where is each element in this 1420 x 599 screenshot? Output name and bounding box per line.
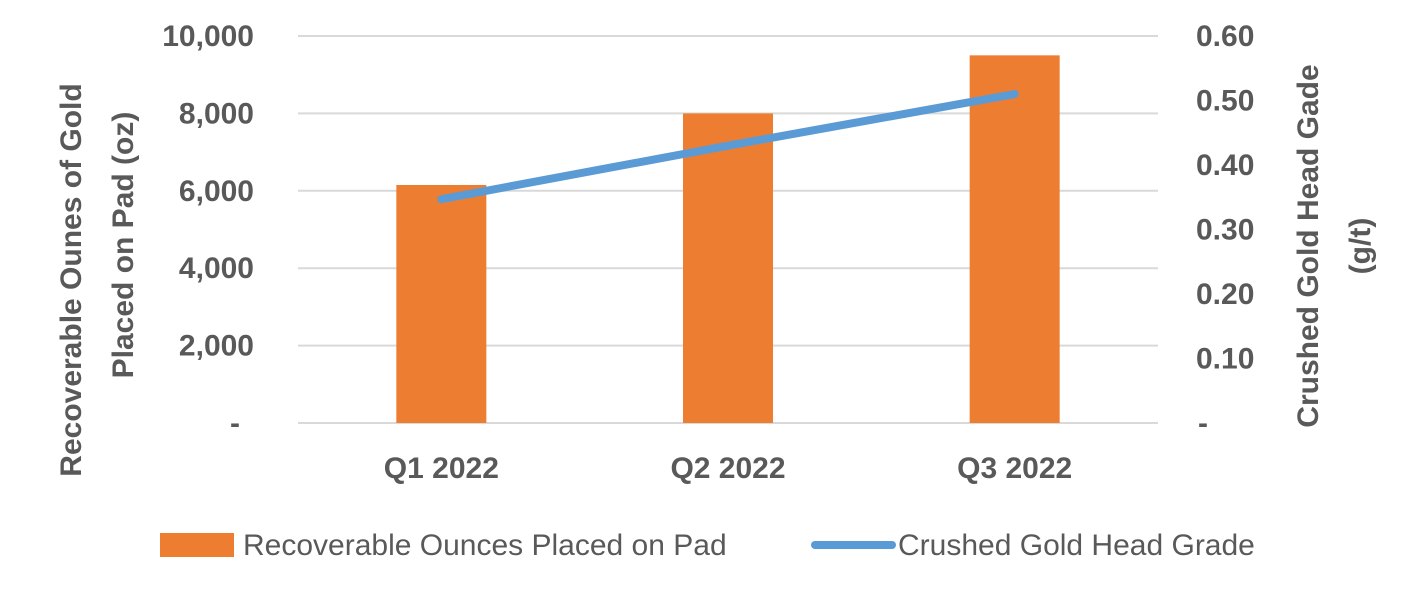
x-axis-ticks: Q1 2022 Q2 2022 Q3 2022 [384,452,1072,485]
x-tick-label: Q3 2022 [957,452,1072,485]
right-tick-label: - [1198,407,1208,440]
line-point [1014,93,1016,95]
left-axis-title-line-2: Placed on Pad (oz) [107,112,140,379]
legend: Recoverable Ounces Placed on Pad Crushed… [160,529,1255,562]
right-tick-label: 0.30 [1196,214,1254,247]
legend-label-line: Crushed Gold Head Grade [898,529,1255,562]
left-tick-label: - [230,407,240,440]
right-axis-ticks: - 0.10 0.20 0.30 0.40 0.50 0.60 [1196,20,1254,440]
right-tick-label: 0.60 [1196,20,1254,53]
right-tick-label: 0.10 [1196,343,1254,376]
legend-swatch-bar [160,533,234,557]
right-axis-title: Crushed Gold Head Gade [1292,64,1325,427]
right-tick-label: 0.50 [1196,85,1254,118]
x-tick-label: Q2 2022 [670,452,785,485]
right-axis-title-line-2: (g/t) [1344,218,1377,275]
legend-label-bar: Recoverable Ounces Placed on Pad [243,529,727,562]
bar [396,184,487,423]
right-tick-label: 0.40 [1196,149,1254,182]
line-point [727,145,729,147]
left-axis-title: Recoverable Ounes of Gold [55,83,88,476]
left-tick-label: 10,000 [162,20,254,53]
left-tick-label: 4,000 [179,252,254,285]
left-tick-label: 8,000 [179,97,254,130]
line-series [437,90,1019,204]
line-point [440,198,442,200]
bar-series [396,55,1060,424]
bar [969,55,1060,423]
right-tick-label: 0.20 [1196,278,1254,311]
x-tick-label: Q1 2022 [384,452,499,485]
left-tick-label: 2,000 [179,330,254,363]
left-axis-ticks: - 2,000 4,000 6,000 8,000 10,000 [162,20,254,440]
left-tick-label: 6,000 [179,175,254,208]
bar [683,113,773,424]
